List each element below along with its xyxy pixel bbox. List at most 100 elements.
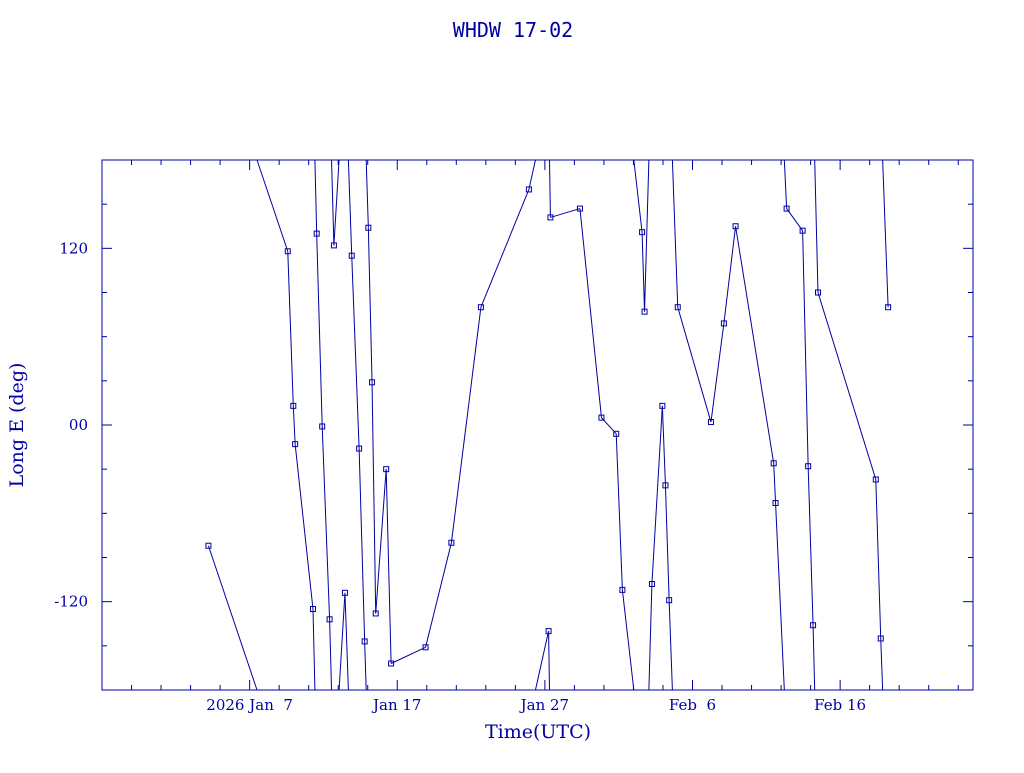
- series-segment: [365, 159, 369, 228]
- series-segment: [364, 641, 367, 691]
- series-segment: [292, 405, 296, 445]
- series-segment: [367, 227, 373, 383]
- series-segment: [579, 208, 602, 418]
- data-point: [598, 414, 605, 421]
- data-point: [383, 466, 390, 473]
- data-point: [365, 224, 372, 231]
- series-segment: [329, 619, 333, 691]
- data-point: [545, 628, 552, 635]
- data-point: [814, 289, 821, 296]
- tick-layer: 2026 Jan 7 Jan 17 Jan 27 Feb 6 Feb 16 120 00 -1…: [54, 160, 973, 714]
- series-segment: [549, 159, 551, 218]
- data-point: [666, 597, 673, 604]
- data-point: [872, 476, 879, 483]
- data-point: [576, 205, 583, 212]
- data-point: [772, 500, 779, 507]
- data-point: [662, 482, 669, 489]
- series-segment: [548, 631, 551, 691]
- series-segment: [358, 448, 366, 642]
- series-segment: [786, 208, 804, 231]
- data-point: [388, 660, 395, 667]
- data-point: [330, 242, 337, 249]
- data-point: [639, 229, 646, 236]
- series-segment: [677, 307, 712, 423]
- y-tick-label: 00: [69, 416, 88, 434]
- data-point: [720, 320, 727, 327]
- series-segment: [338, 592, 346, 691]
- series-segment: [375, 469, 387, 614]
- data-point: [659, 402, 666, 409]
- series-segment: [775, 503, 785, 691]
- series-segment: [641, 232, 646, 312]
- series-segment: [723, 226, 737, 324]
- data-point: [313, 230, 320, 237]
- series-segment: [882, 159, 889, 308]
- data-point: [205, 542, 212, 549]
- data-point: [648, 581, 655, 587]
- series-segment: [331, 159, 335, 246]
- y-tick-label: -120: [54, 593, 88, 611]
- data-point: [348, 252, 355, 259]
- series-segment: [817, 292, 877, 480]
- series-segment: [621, 589, 635, 691]
- series-segment: [644, 159, 650, 312]
- series-segment: [371, 382, 377, 614]
- data-point: [372, 610, 379, 617]
- series-segment: [256, 159, 289, 252]
- data-point: [619, 586, 626, 593]
- series-segment: [385, 469, 392, 664]
- data-point: [356, 445, 363, 452]
- y-tick-label: 120: [59, 239, 88, 257]
- series-segment: [294, 444, 314, 610]
- series-segment: [807, 466, 814, 626]
- x-tick-label: Jan 27: [519, 696, 569, 714]
- data-point: [292, 441, 299, 448]
- data-point: [319, 423, 326, 430]
- data-point: [885, 304, 892, 311]
- series-segment: [333, 159, 340, 246]
- data-point: [326, 616, 333, 623]
- data-point: [341, 589, 348, 596]
- x-tick-label: 2026 Jan 7: [206, 696, 293, 714]
- x-tick-label: Jan 17: [371, 696, 421, 714]
- series-segment: [347, 159, 353, 256]
- data-point: [547, 214, 554, 221]
- data-point: [477, 304, 484, 311]
- series-segment: [321, 426, 331, 620]
- data-point: [674, 304, 681, 311]
- series-segment: [875, 479, 882, 639]
- series-segment: [207, 545, 258, 691]
- data-point: [810, 622, 817, 629]
- series-segment: [450, 307, 482, 543]
- series-segment: [480, 189, 530, 308]
- plot-frame: [101, 159, 974, 691]
- data-point: [613, 430, 620, 437]
- data-point: [783, 205, 790, 212]
- series-segment: [351, 255, 360, 449]
- data-point: [877, 635, 884, 642]
- chart-title: WHDW 17-02: [453, 18, 573, 42]
- series-segment: [316, 233, 323, 427]
- series-segment: [814, 159, 819, 293]
- series-segment: [668, 600, 673, 691]
- data-point: [309, 606, 316, 613]
- series-segment: [550, 208, 581, 218]
- series-segment: [534, 631, 550, 691]
- series-segment: [648, 583, 653, 691]
- series-segment: [671, 159, 679, 308]
- series-segment: [615, 433, 623, 590]
- data-point: [770, 460, 777, 467]
- series-segment: [802, 230, 809, 467]
- data-point: [707, 419, 714, 426]
- marker-layer: [205, 186, 892, 667]
- series-segment: [661, 405, 666, 486]
- data-point: [422, 644, 429, 651]
- data-point: [805, 463, 812, 470]
- series-segment: [783, 159, 788, 209]
- x-tick-label: Feb 6: [669, 696, 716, 714]
- x-axis-label: Time(UTC): [485, 721, 591, 743]
- series-segment: [314, 159, 318, 234]
- line-layer: [207, 159, 889, 691]
